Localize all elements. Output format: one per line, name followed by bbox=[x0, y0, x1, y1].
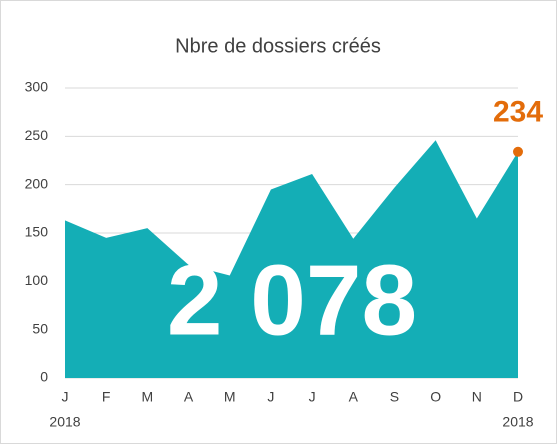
y-tick-label: 100 bbox=[25, 272, 49, 288]
point-marker bbox=[513, 146, 523, 157]
y-tick-label: 150 bbox=[25, 224, 49, 240]
x-group-label: 2018 bbox=[502, 414, 533, 430]
x-tick-label: M bbox=[142, 389, 154, 405]
x-tick-label: J bbox=[267, 389, 274, 405]
data-label: 234 bbox=[493, 96, 543, 129]
chart-title: Nbre de dossiers créés bbox=[175, 35, 381, 57]
x-tick-label: F bbox=[102, 389, 111, 405]
x-tick-label: D bbox=[513, 389, 523, 405]
y-tick-label: 0 bbox=[40, 369, 48, 385]
x-tick-label: J bbox=[62, 389, 69, 405]
x-tick-label: A bbox=[184, 389, 194, 405]
x-tick-label: O bbox=[430, 389, 441, 405]
x-tick-label: S bbox=[390, 389, 399, 405]
y-tick-label: 250 bbox=[25, 127, 49, 143]
x-tick-label: N bbox=[472, 389, 482, 405]
y-tick-label: 300 bbox=[25, 79, 49, 95]
x-group-label: 2018 bbox=[49, 414, 80, 430]
total-annotation: 2 078 bbox=[167, 244, 417, 356]
x-tick-label: J bbox=[309, 389, 316, 405]
area bbox=[65, 140, 518, 378]
y-tick-label: 200 bbox=[25, 175, 49, 191]
x-tick-label: A bbox=[349, 389, 359, 405]
y-tick-label: 50 bbox=[32, 320, 48, 336]
x-tick-label: M bbox=[224, 389, 236, 405]
